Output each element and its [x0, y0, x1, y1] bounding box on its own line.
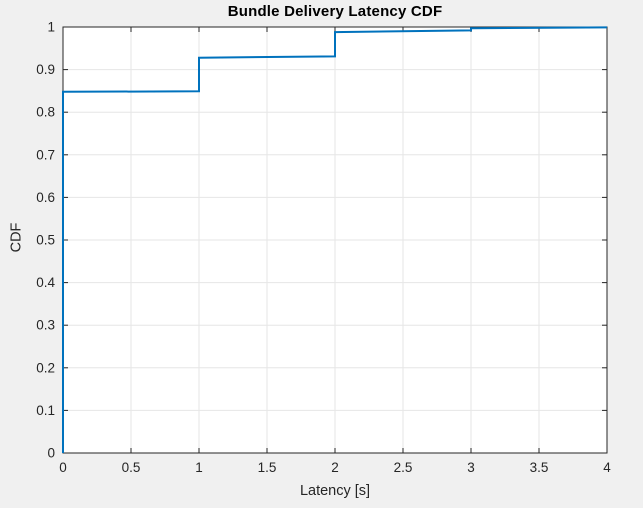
x-tick-label: 2 — [331, 460, 339, 475]
y-tick-label: 0.6 — [36, 190, 55, 205]
y-tick-label: 0.7 — [36, 147, 55, 162]
x-tick-label: 1 — [195, 460, 203, 475]
y-tick-label: 0.9 — [36, 62, 55, 77]
x-tick-label: 3.5 — [530, 460, 549, 475]
x-tick-label: 1.5 — [258, 460, 277, 475]
y-tick-label: 0.2 — [36, 360, 55, 375]
y-tick-label: 0.3 — [36, 318, 55, 333]
x-tick-label: 2.5 — [394, 460, 413, 475]
y-tick-label: 0.1 — [36, 403, 55, 418]
y-tick-label: 0.4 — [36, 275, 55, 290]
y-tick-label: 0.8 — [36, 105, 55, 120]
y-axis-label: CDF — [8, 222, 25, 253]
x-tick-label: 3 — [467, 460, 475, 475]
x-tick-label: 4 — [603, 460, 611, 475]
cdf-step-line — [62, 26, 608, 453]
x-tick-label: 0.5 — [122, 460, 141, 475]
x-axis-label: Latency [s] — [299, 483, 371, 499]
x-tick-label: 0 — [59, 460, 67, 475]
y-tick-label: 0.5 — [36, 233, 55, 248]
y-tick-label: 1 — [47, 20, 55, 35]
y-tick-label: 0 — [47, 446, 55, 461]
chart-title: Bundle Delivery Latency CDF — [227, 3, 443, 20]
